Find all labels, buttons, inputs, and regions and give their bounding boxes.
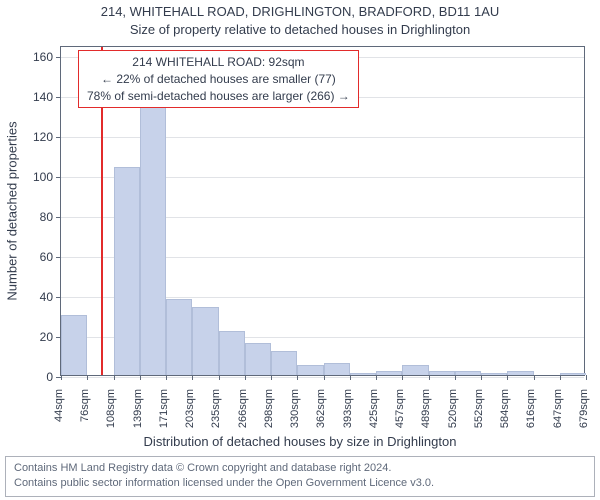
attribution-footer: Contains HM Land Registry data © Crown c… [5,456,595,497]
x-tick-label: 616sqm [526,387,538,428]
x-tick-label: 44sqm [53,387,65,422]
x-tick-mark [219,375,220,380]
x-tick-mark [61,375,62,380]
x-tick-label: 330sqm [289,387,301,428]
histogram-bar [114,167,140,375]
x-tick-label: 298sqm [263,387,275,428]
y-axis-label: Number of detached properties [5,121,20,300]
x-tick-mark [560,375,561,380]
footer-line-1: Contains HM Land Registry data © Crown c… [14,461,586,476]
y-tick-label: 120 [33,130,61,144]
annotation-line: 214 WHITEHALL ROAD: 92sqm [87,54,350,71]
x-tick-mark [324,375,325,380]
y-tick-label: 100 [33,170,61,184]
x-tick-label: 266sqm [237,387,249,428]
chart-container: 214, WHITEHALL ROAD, DRIGHLINGTON, BRADF… [0,0,600,500]
x-tick-label: 76sqm [79,387,91,422]
histogram-bar [507,371,533,375]
x-tick-mark [245,375,246,380]
x-tick-mark [114,375,115,380]
y-tick-label: 0 [46,370,61,384]
annotation-box: 214 WHITEHALL ROAD: 92sqm← 22% of detach… [78,50,359,108]
x-tick-mark [586,375,587,380]
y-tick-label: 140 [33,90,61,104]
y-tick-label: 20 [40,330,61,344]
x-tick-label: 393sqm [342,387,354,428]
x-tick-label: 425sqm [368,387,380,428]
x-tick-label: 235sqm [211,387,223,428]
x-tick-mark [376,375,377,380]
x-tick-mark [455,375,456,380]
histogram-bar [219,331,245,375]
x-tick-mark [534,375,535,380]
x-tick-label: 203sqm [184,387,196,428]
histogram-bar [376,371,402,375]
x-tick-label: 171sqm [158,387,170,428]
x-tick-mark [297,375,298,380]
x-tick-label: 647sqm [552,387,564,428]
histogram-bar [350,373,376,375]
x-tick-label: 108sqm [106,387,118,428]
x-tick-label: 679sqm [578,387,590,428]
histogram-bar [402,365,428,375]
histogram-bar [297,365,323,375]
x-tick-mark [429,375,430,380]
x-tick-mark [402,375,403,380]
histogram-bar [192,307,218,375]
y-tick-label: 80 [40,210,61,224]
chart-title: 214, WHITEHALL ROAD, DRIGHLINGTON, BRADF… [0,4,600,19]
x-tick-mark [271,375,272,380]
histogram-bar [429,371,455,375]
histogram-bar [455,371,481,375]
annotation-line: ← 22% of detached houses are smaller (77… [87,71,350,88]
x-tick-label: 584sqm [499,387,511,428]
histogram-bar [324,363,350,375]
x-tick-mark [87,375,88,380]
x-tick-mark [481,375,482,380]
x-axis-label: Distribution of detached houses by size … [0,434,600,449]
x-tick-mark [350,375,351,380]
histogram-bar [271,351,297,375]
x-tick-mark [507,375,508,380]
chart-subtitle: Size of property relative to detached ho… [0,22,600,37]
y-tick-label: 160 [33,50,61,64]
x-tick-mark [140,375,141,380]
histogram-bar [166,299,192,375]
x-tick-label: 552sqm [473,387,485,428]
footer-line-2: Contains public sector information licen… [14,476,586,491]
x-tick-mark [166,375,167,380]
histogram-bar [560,373,586,375]
x-tick-label: 489sqm [421,387,433,428]
x-tick-label: 457sqm [394,387,406,428]
y-tick-label: 60 [40,250,61,264]
histogram-bar [481,373,507,375]
x-tick-label: 520sqm [447,387,459,428]
x-tick-mark [192,375,193,380]
y-tick-label: 40 [40,290,61,304]
histogram-bar [61,315,87,375]
x-tick-label: 139sqm [132,387,144,428]
x-tick-label: 362sqm [316,387,328,428]
annotation-line: 78% of semi-detached houses are larger (… [87,88,350,105]
histogram-bar [140,105,166,375]
histogram-bar [245,343,271,375]
